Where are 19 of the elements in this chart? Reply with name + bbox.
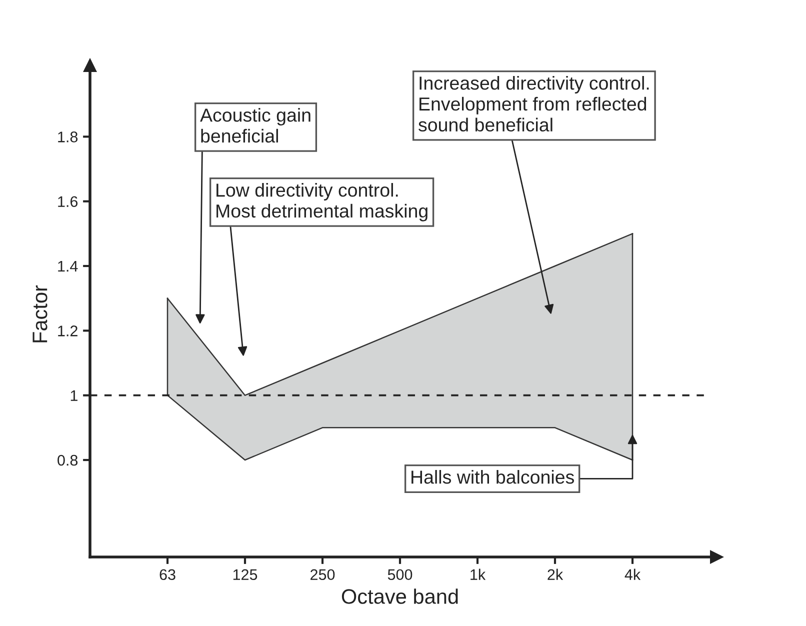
y-axis-title: Factor (32, 285, 48, 342)
x-tick-label: 4k (624, 568, 641, 580)
y-tick-label: 1.2 (58, 326, 78, 336)
y-tick-label: 1.8 (58, 132, 78, 142)
y-tick-label: 0.8 (58, 454, 78, 466)
x-tick-label: 2k (548, 568, 564, 580)
x-tick-label: 250 (310, 569, 335, 580)
annotation: Increased directivity control. Envelopment from reflected sound beneficial (418, 76, 649, 132)
annotation: Acoustic gain beneficial (200, 108, 310, 143)
x-tick-label: 125 (233, 569, 258, 580)
annotation: Halls with balconies (412, 470, 574, 484)
x-tick-label: 1k (470, 568, 486, 580)
y-tick-label: 1 (70, 390, 78, 401)
x-tick-label: 63 (160, 569, 176, 580)
annotation: Low directivity control. Most detrimental masking (216, 183, 428, 222)
x-axis-title: Octave band (342, 588, 458, 604)
y-tick-label: 1.6 (58, 196, 78, 208)
x-tick-label: 500 (388, 569, 412, 580)
y-tick-label: 1.4 (58, 261, 78, 272)
